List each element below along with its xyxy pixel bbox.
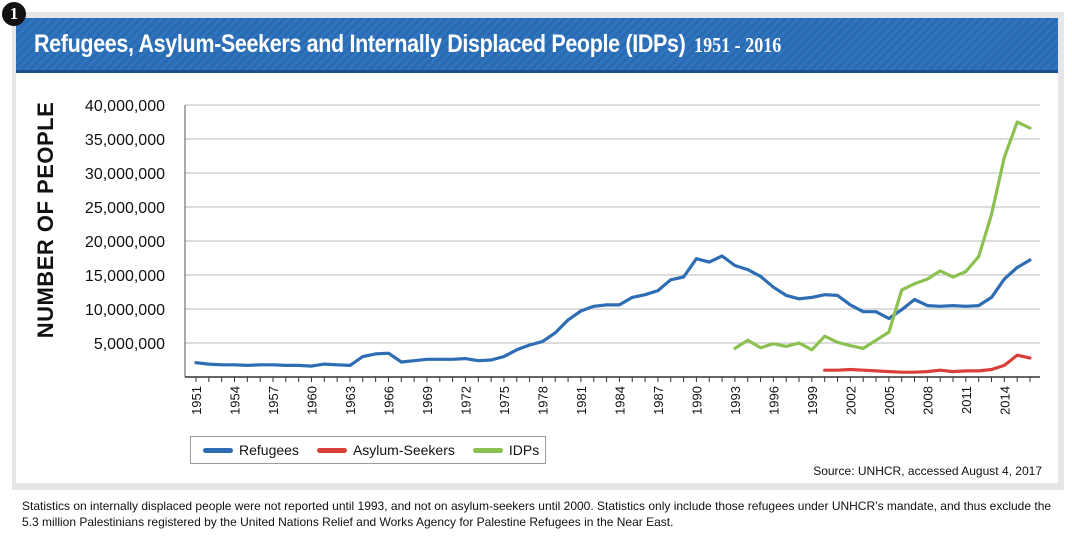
title-bar: Refugees, Asylum-Seekers and Internally … [16, 18, 1058, 73]
x-tick-label: 1957 [266, 386, 281, 415]
chart-panel [16, 73, 1058, 483]
x-tick-label: 2011 [959, 386, 974, 414]
y-tick-label: 10,000,000 [85, 302, 165, 319]
legend: Refugees Asylum-Seekers IDPs [190, 436, 546, 464]
chart-title-text: Refugees, Asylum-Seekers and Internally … [34, 30, 686, 58]
x-tick-label: 1969 [420, 386, 435, 415]
x-tick-label: 1954 [227, 386, 242, 415]
chart-title: Refugees, Asylum-Seekers and Internally … [34, 30, 781, 59]
source-note: Source: UNHCR, accessed August 4, 2017 [813, 464, 1042, 478]
legend-label-asylum-seekers: Asylum-Seekers [352, 442, 455, 458]
legend-item-asylum-seekers: Asylum-Seekers [316, 442, 455, 458]
legend-swatch-refugees [203, 447, 233, 453]
y-tick-label: 40,000,000 [85, 98, 165, 115]
legend-item-idps: IDPs [472, 442, 540, 458]
x-tick-label: 1951 [189, 386, 204, 415]
x-tick-label: 1996 [766, 386, 781, 415]
legend-item-refugees: Refugees [203, 442, 299, 458]
series-line-refugees [194, 254, 1032, 368]
chart-title-years: 1951 - 2016 [694, 33, 782, 57]
legend-swatch-asylum-seekers [316, 447, 347, 453]
legend-label-idps: IDPs [508, 442, 540, 458]
x-tick-label: 1984 [612, 386, 627, 415]
x-tick-label: 2002 [843, 386, 858, 415]
x-tick-label: 1960 [304, 386, 319, 415]
footnote: Statistics on internally displaced peopl… [22, 499, 1052, 529]
legend-swatch-idps [472, 447, 503, 453]
x-tick-label: 1987 [651, 386, 666, 415]
x-tick-label: 1981 [574, 386, 589, 415]
series-line-asylum-seekers [823, 353, 1032, 374]
figure-number-badge: 1 [2, 2, 26, 26]
x-tick-label: 2008 [920, 386, 935, 415]
x-tick-label: 1978 [535, 386, 550, 415]
x-tick-label: 2005 [882, 386, 897, 415]
legend-label-refugees: Refugees [239, 442, 299, 458]
y-tick-label: 15,000,000 [85, 268, 165, 285]
x-tick-label: 1993 [728, 386, 743, 415]
x-tick-label: 1966 [381, 386, 396, 415]
x-tick-label: 1990 [689, 386, 704, 415]
y-tick-label: 35,000,000 [85, 132, 165, 149]
x-tick-label: 1972 [458, 386, 473, 415]
y-tick-label: 5,000,000 [94, 336, 165, 353]
y-tick-label: 20,000,000 [85, 234, 165, 251]
series-line-idps [733, 120, 1032, 352]
x-tick-label: 1963 [343, 386, 358, 415]
y-tick-label: 30,000,000 [85, 166, 165, 183]
x-tick-label: 1975 [497, 386, 512, 415]
y-tick-label: 25,000,000 [85, 200, 165, 217]
x-tick-label: 1999 [805, 386, 820, 415]
x-tick-label: 2014 [997, 386, 1012, 415]
